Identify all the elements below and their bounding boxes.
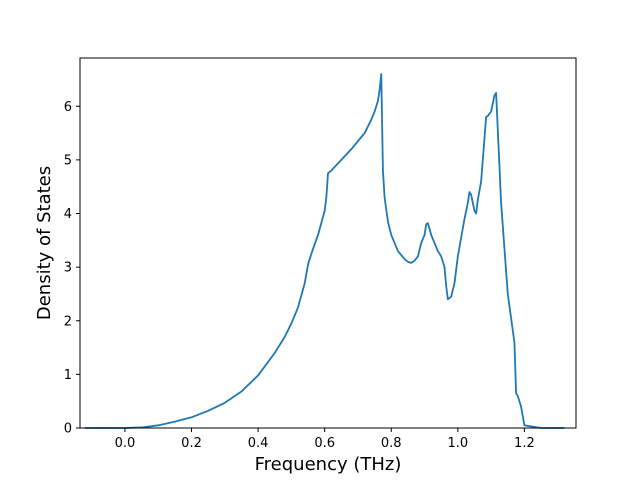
y-tick-label: 5 <box>64 153 72 168</box>
y-axis-title: Density of States <box>34 166 55 320</box>
x-axis-title: Frequency (THz) <box>255 454 402 475</box>
y-tick-label: 6 <box>64 100 72 115</box>
y-tick-label: 4 <box>64 207 72 222</box>
plot-frame <box>79 57 577 429</box>
x-tick-label: 0.4 <box>248 436 269 451</box>
x-tick-label: 0.8 <box>381 436 402 451</box>
y-axis-ticks: 0 1 2 3 4 5 6 <box>64 100 80 437</box>
x-tick-label: 1.2 <box>514 436 535 451</box>
y-tick-label: 2 <box>64 314 72 329</box>
x-axis-ticks: 0.0 0.2 0.4 0.6 0.8 1.0 1.2 <box>115 428 535 451</box>
y-tick-label: 0 <box>64 422 72 437</box>
y-tick-label: 1 <box>64 368 72 383</box>
plot-line-group <box>84 73 565 429</box>
x-tick-label: 0.0 <box>115 436 136 451</box>
x-tick-label: 1.0 <box>447 436 468 451</box>
dos-series-line <box>84 73 565 429</box>
y-tick-label: 3 <box>64 261 72 276</box>
x-tick-label: 0.2 <box>181 436 202 451</box>
x-tick-label: 0.6 <box>314 436 335 451</box>
